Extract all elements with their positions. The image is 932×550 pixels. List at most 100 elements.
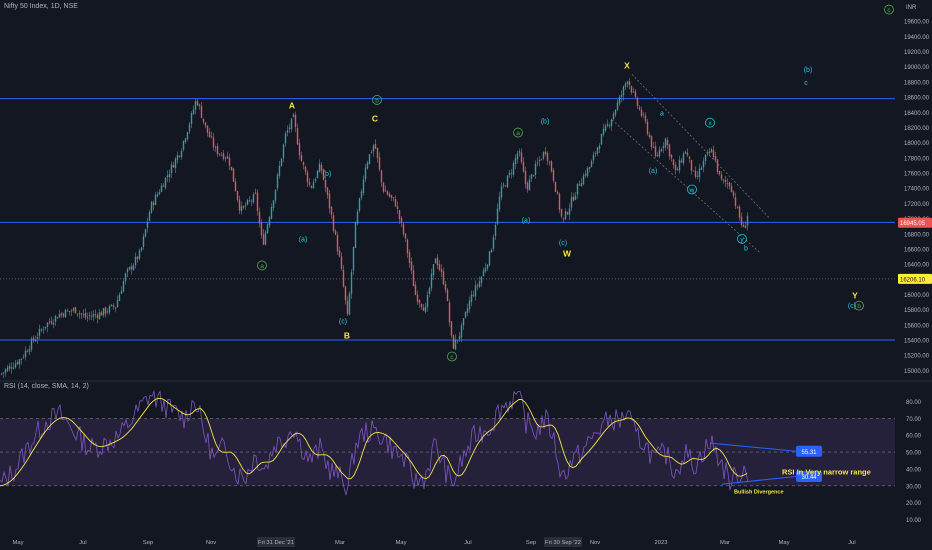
candle-body: [616, 102, 619, 110]
candle-body: [744, 225, 747, 229]
wave-label: (a): [649, 168, 658, 175]
candle-body: [710, 149, 713, 153]
candle-body: [340, 256, 343, 269]
candle-body: [378, 157, 381, 170]
candle-body: [58, 313, 61, 318]
candle-body: [214, 147, 217, 148]
price-tag-label: 16206.10: [900, 277, 926, 283]
candle-body: [500, 186, 503, 198]
candle-body: [426, 295, 429, 307]
channel-line-lower[interactable]: [611, 119, 761, 253]
candle-body: [8, 365, 11, 369]
x-axis-tick-label: May: [779, 540, 790, 546]
candle-body: [148, 212, 151, 221]
candle-body: [566, 212, 569, 215]
candle-body: [380, 170, 383, 183]
candle-body: [404, 233, 407, 239]
currency-label: INR: [906, 5, 917, 11]
wave-label-circle: [372, 95, 382, 105]
candle-body: [306, 172, 309, 183]
price-axis-tick-label: 16600.00: [904, 247, 930, 253]
candle-body: [130, 266, 133, 270]
rsi-upper-trendline[interactable]: [709, 442, 797, 452]
candle-body: [204, 122, 207, 126]
wave-label-circle: [737, 233, 747, 244]
wave-label: B: [344, 331, 350, 341]
candle-body: [590, 160, 593, 168]
candle-body: [604, 125, 607, 131]
candle-body: [234, 181, 237, 192]
candle-body: [256, 192, 259, 212]
candle-body: [368, 154, 371, 164]
candle-body: [10, 367, 13, 369]
x-axis-highlight-box: [544, 537, 582, 547]
candle-body: [38, 328, 41, 336]
candle-body: [508, 172, 511, 176]
candle-body: [556, 191, 559, 194]
channel-line-upper[interactable]: [631, 74, 771, 219]
candle-body: [252, 194, 255, 203]
candle-body: [594, 153, 597, 155]
candle-body: [446, 289, 449, 301]
candle-body: [536, 162, 539, 164]
price-axis-tick-label: 15000.00: [904, 369, 930, 375]
candle-body: [126, 269, 129, 273]
candle-body: [220, 154, 223, 156]
candle-body: [664, 138, 667, 148]
candle-body: [700, 167, 703, 170]
candle-body: [432, 264, 435, 276]
rsi-axis-tick-label: 10.00: [906, 518, 922, 524]
candle-body: [336, 235, 339, 252]
candle-body: [466, 308, 469, 313]
wave-label: w: [689, 187, 695, 194]
candle-body: [454, 339, 457, 350]
candle-body: [186, 132, 189, 140]
candle-body: [270, 207, 273, 219]
candle-body: [592, 154, 595, 161]
wave-label: b: [375, 97, 379, 104]
candle-body: [694, 170, 697, 177]
candle-body: [348, 293, 351, 315]
candle-body: [580, 183, 583, 187]
candle-body: [742, 224, 745, 227]
candle-body: [288, 127, 291, 130]
candle-body: [88, 315, 91, 317]
wave-label: Y: [852, 290, 858, 300]
candle-body: [106, 311, 109, 313]
candle-body: [492, 237, 495, 249]
candle-body: [268, 217, 271, 226]
candle-body: [458, 336, 461, 339]
candle-body: [550, 161, 553, 172]
candle-body: [64, 309, 67, 318]
rsi-lower-trendline[interactable]: [721, 476, 797, 485]
candle-body: [18, 359, 21, 365]
candle-body: [362, 179, 365, 193]
candle-body: [114, 307, 117, 309]
candle-body: [140, 247, 143, 251]
candle-body: [634, 91, 637, 97]
candle-body: [534, 163, 537, 176]
candle-body: [610, 119, 613, 127]
candle-body: [614, 109, 617, 115]
wave-label: b: [857, 303, 861, 310]
candle-body: [318, 163, 321, 173]
price-axis-tick-label: 15200.00: [904, 354, 930, 360]
candle-body: [80, 313, 83, 315]
candle-body: [82, 313, 85, 315]
x-axis-tick-label: Sep: [143, 540, 153, 546]
candle-body: [314, 179, 317, 181]
x-axis-tick-label: Mar: [720, 540, 730, 546]
candle-body: [224, 157, 227, 159]
candle-body: [526, 182, 529, 190]
candle-body: [144, 229, 147, 237]
candle-body: [196, 101, 199, 106]
candle-body: [672, 159, 675, 166]
price-axis-tick-label: 15600.00: [904, 323, 930, 329]
price-axis-tick-label: 17200.00: [904, 202, 930, 208]
candle-body: [74, 307, 77, 314]
price-axis-tick-label: 17800.00: [904, 156, 930, 162]
candle-body: [94, 314, 97, 315]
candle-body: [688, 156, 691, 159]
candle-body: [180, 150, 183, 157]
